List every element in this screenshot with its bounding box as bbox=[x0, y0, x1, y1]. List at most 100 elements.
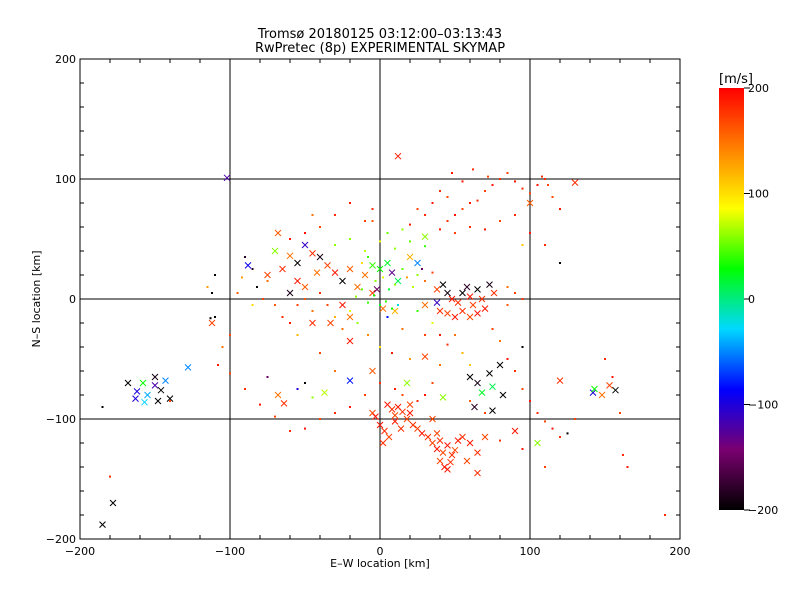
data-point-cross bbox=[376, 265, 384, 273]
data-point-cross bbox=[429, 439, 436, 447]
data-point-cross bbox=[439, 394, 447, 401]
data-point-dot bbox=[304, 427, 306, 430]
data-point-cross bbox=[406, 409, 414, 417]
data-point-dot bbox=[514, 370, 516, 372]
data-point-cross bbox=[486, 370, 493, 377]
data-point-dot bbox=[536, 184, 539, 186]
data-point-dot bbox=[319, 226, 321, 228]
data-point-dot bbox=[334, 412, 336, 414]
data-point-dot bbox=[476, 199, 479, 202]
data-point-dot bbox=[214, 274, 216, 276]
data-point-cross bbox=[399, 408, 406, 416]
data-point-dot bbox=[484, 190, 486, 192]
data-point-cross bbox=[459, 307, 466, 315]
data-point-dot bbox=[266, 280, 269, 282]
data-point-cross bbox=[589, 389, 597, 396]
data-point-cross bbox=[154, 397, 162, 405]
data-points bbox=[99, 152, 666, 528]
data-point-dot bbox=[499, 439, 501, 442]
data-point-cross bbox=[444, 289, 451, 297]
y-tick-label: −100 bbox=[46, 413, 76, 426]
data-point-dot bbox=[311, 214, 314, 216]
data-point-dot bbox=[349, 238, 351, 240]
data-point-cross bbox=[132, 395, 139, 402]
data-point-dot bbox=[544, 420, 546, 423]
data-point-cross bbox=[474, 310, 481, 317]
data-point-cross bbox=[373, 286, 381, 293]
data-point-dot bbox=[361, 288, 363, 291]
data-point-dot bbox=[304, 298, 306, 300]
data-point-dot bbox=[491, 328, 494, 330]
data-point-dot bbox=[484, 412, 486, 414]
data-point-dot bbox=[626, 466, 629, 468]
data-point-dot bbox=[409, 240, 411, 243]
plot-area bbox=[79, 58, 681, 540]
data-point-dot bbox=[401, 394, 404, 396]
colorbar-tick-labels: −200 −100 0 100 200 bbox=[744, 82, 778, 517]
data-point-cross bbox=[486, 281, 493, 288]
data-point-dot bbox=[544, 466, 546, 468]
data-point-cross bbox=[157, 386, 165, 394]
data-point-dot bbox=[416, 208, 419, 210]
data-point-dot bbox=[241, 276, 243, 279]
data-point-dot bbox=[349, 310, 351, 312]
colorbar-tick-label: 0 bbox=[748, 293, 755, 306]
x-tick-label: 100 bbox=[520, 545, 541, 558]
data-point-cross bbox=[133, 388, 141, 395]
data-point-dot bbox=[611, 376, 614, 378]
data-point-cross bbox=[166, 395, 174, 402]
data-point-cross bbox=[406, 401, 414, 408]
data-point-dot bbox=[373, 294, 375, 297]
data-point-dot bbox=[289, 430, 291, 432]
data-point-cross bbox=[361, 271, 369, 279]
x-tick-label: −100 bbox=[215, 545, 245, 558]
data-point-dot bbox=[506, 172, 509, 174]
data-point-cross bbox=[294, 277, 301, 285]
data-point-dot bbox=[319, 352, 321, 354]
data-point-cross bbox=[309, 250, 316, 257]
data-point-cross bbox=[406, 253, 414, 261]
data-point-cross bbox=[301, 283, 309, 291]
data-point-dot bbox=[506, 304, 509, 306]
data-point-cross bbox=[99, 521, 106, 528]
data-point-dot bbox=[364, 394, 366, 396]
data-point-dot bbox=[461, 352, 464, 354]
data-point-dot bbox=[394, 247, 396, 250]
data-point-cross bbox=[141, 398, 148, 406]
data-point-cross bbox=[379, 439, 387, 447]
data-point-cross bbox=[151, 373, 159, 381]
data-point-dot bbox=[334, 316, 336, 318]
data-point-cross bbox=[436, 457, 444, 465]
data-point-cross bbox=[436, 307, 444, 315]
gridlines bbox=[80, 59, 680, 539]
data-point-dot bbox=[367, 301, 369, 304]
data-point-cross bbox=[481, 305, 489, 312]
colorbar-gradient bbox=[719, 88, 744, 510]
data-point-dot bbox=[461, 208, 464, 210]
colorbar-tick-label: 100 bbox=[748, 188, 769, 201]
data-point-dot bbox=[431, 382, 434, 384]
data-point-dot bbox=[401, 268, 404, 270]
data-point-dot bbox=[409, 223, 411, 226]
data-point-dot bbox=[412, 286, 414, 288]
data-point-cross bbox=[384, 259, 391, 267]
data-point-cross bbox=[471, 403, 478, 411]
chart-subtitle: RwPretec (8p) EXPERIMENTAL SKYMAP bbox=[255, 41, 505, 56]
data-point-cross bbox=[474, 286, 481, 293]
data-point-dot bbox=[619, 412, 621, 414]
data-point-cross bbox=[414, 259, 421, 267]
data-point-cross bbox=[271, 247, 279, 255]
data-point-cross bbox=[321, 389, 328, 396]
data-point-dot bbox=[559, 208, 561, 210]
x-tick-label: 0 bbox=[377, 545, 384, 558]
data-point-dot bbox=[326, 304, 329, 306]
data-point-cross bbox=[474, 449, 481, 456]
colorbar-tick-label: −200 bbox=[748, 504, 778, 517]
colorbar-tick-label: −100 bbox=[748, 399, 778, 412]
data-point-cross bbox=[466, 293, 474, 300]
data-point-dot bbox=[559, 262, 561, 264]
data-point-cross bbox=[499, 391, 507, 399]
data-point-dot bbox=[371, 220, 374, 222]
data-point-cross bbox=[436, 437, 444, 444]
data-point-dot bbox=[374, 280, 377, 282]
